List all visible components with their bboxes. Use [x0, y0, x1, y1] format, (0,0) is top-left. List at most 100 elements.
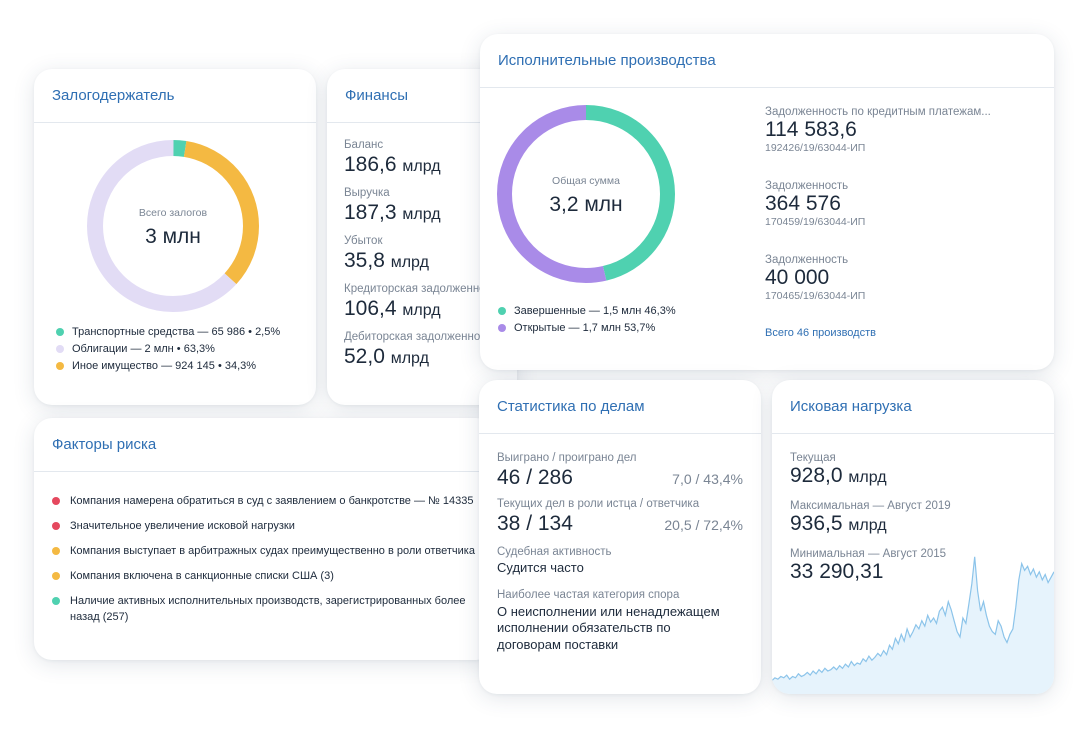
risk-item[interactable]: Компания включена в санкционные списки С…	[52, 568, 492, 584]
role-value: 38 / 134	[497, 512, 573, 535]
role-label: Текущих дел в роли истца / ответчика	[497, 498, 700, 510]
risk-item[interactable]: Значительное увеличение исковой нагрузки	[52, 518, 492, 534]
category-label: Наиболее частая категория спора	[497, 588, 680, 601]
enforcement-item-value: 114 583,6	[765, 118, 857, 141]
enforcement-donut-label: Общая сумма	[552, 175, 620, 187]
pledge-legend-item: Транспортные средства — 65 986 • 2,5%	[56, 323, 280, 340]
legend-dot-icon	[56, 327, 64, 336]
lawsuit-label: Минимальная — Август 2015	[790, 548, 947, 560]
lawsuit-list: Текущая 928,0 млрд Максимальная — Август…	[790, 452, 951, 596]
lawsuit-value: 928,0	[790, 464, 843, 487]
stats-card: Статистика по делам Выиграно / проиграно…	[479, 380, 761, 694]
pledge-card: Залогодержатель Всего залогов 3 млн Тран…	[34, 69, 316, 405]
finance-unit: млрд	[402, 206, 441, 223]
legend-dot-icon	[498, 323, 506, 332]
legend-dot-icon	[498, 306, 506, 315]
enforcement-item[interactable]: Задолженность 40 000 170465/19/63044-ИП	[765, 254, 991, 328]
risk-dot-icon	[52, 522, 60, 530]
finance-list: Баланс 186,6 млрд Выручка 187,3 млрд Убы…	[344, 139, 503, 379]
finance-value: 52,0	[344, 345, 385, 368]
finance-unit: млрд	[390, 350, 429, 367]
activity-value: Судится часто	[497, 560, 584, 575]
risk-title: Факторы риска	[34, 418, 494, 472]
pledge-legend: Транспортные средства — 65 986 • 2,5% Об…	[56, 323, 280, 374]
risk-item[interactable]: Компания намерена обратиться в суд с зая…	[52, 493, 492, 509]
stats-body: Выиграно / проиграно дел 46 / 286 7,0 / …	[497, 452, 743, 653]
enforcement-legend: Завершенные — 1,5 млн 46,3% Открытые — 1…	[498, 302, 676, 336]
lawsuit-label: Текущая	[790, 452, 836, 464]
enforcement-list: Задолженность по кредитным платежам... 1…	[765, 106, 991, 339]
enforcement-donut-chart	[497, 105, 675, 283]
enforcement-item[interactable]: Задолженность 364 576 170459/19/63044-ИП	[765, 180, 991, 254]
finance-item: Баланс 186,6 млрд	[344, 139, 503, 187]
finance-label: Убыток	[344, 235, 383, 247]
pledge-donut-value: 3 млн	[145, 225, 201, 248]
lawsuit-line	[772, 556, 1054, 682]
enforcement-item-value: 364 576	[765, 192, 841, 215]
lawsuit-unit: млрд	[848, 517, 887, 534]
finance-value: 186,6	[344, 153, 397, 176]
won-extra: 7,0 / 43,4%	[672, 471, 743, 487]
risk-dot-icon	[52, 597, 60, 605]
risk-item[interactable]: Компания выступает в арбитражных судах п…	[52, 543, 492, 559]
enforcement-item-id: 170459/19/63044-ИП	[765, 216, 866, 228]
enforcement-item-id: 170465/19/63044-ИП	[765, 290, 866, 302]
enforcement-title: Исполнительные производства	[480, 34, 1054, 88]
lawsuit-area	[772, 556, 1054, 694]
risk-dot-icon	[52, 497, 60, 505]
pledge-legend-item: Облигации — 2 млн • 63,3%	[56, 340, 280, 357]
pledge-legend-item: Иное имущество — 924 145 • 34,3%	[56, 357, 280, 374]
enforcement-donut-center: Общая сумма 3,2 млн	[497, 175, 675, 217]
lawsuit-label: Максимальная — Август 2019	[790, 500, 951, 512]
risk-card: Факторы риска Компания намерена обратить…	[34, 418, 494, 660]
risk-list: Компания намерена обратиться в суд с зая…	[52, 493, 492, 634]
pledge-donut-chart	[87, 140, 259, 312]
lawsuit-card: Исковая нагрузка Текущая 928,0 млрд Макс…	[772, 380, 1054, 694]
pledge-donut-center: Всего залогов 3 млн	[87, 207, 259, 249]
finance-value: 35,8	[344, 249, 385, 272]
legend-dot-icon	[56, 344, 64, 353]
lawsuit-item: Максимальная — Август 2019 936,5 млрд	[790, 500, 951, 548]
donut-segment	[87, 140, 259, 312]
finance-item: Дебиторская задолженность 52,0 млрд	[344, 331, 503, 379]
pledge-donut-label: Всего залогов	[138, 207, 208, 219]
finance-item: Убыток 35,8 млрд	[344, 235, 503, 283]
lawsuit-unit: млрд	[848, 469, 887, 486]
lawsuit-value: 936,5	[790, 512, 843, 535]
enforcement-donut-value: 3,2 млн	[549, 193, 623, 216]
won-label: Выиграно / проиграно дел	[497, 452, 637, 464]
all-enforcements-link[interactable]: Всего 46 производств	[765, 327, 876, 339]
pledge-title: Залогодержатель	[34, 69, 316, 123]
enforcement-legend-item: Завершенные — 1,5 млн 46,3%	[498, 302, 676, 319]
finance-title: Финансы	[327, 69, 517, 123]
enforcement-item-id: 192426/19/63044-ИП	[765, 142, 866, 154]
enforcement-item-label: Задолженность	[765, 254, 849, 266]
risk-item[interactable]: Наличие активных исполнительных производ…	[52, 593, 492, 625]
finance-item: Выручка 187,3 млрд	[344, 187, 503, 235]
category-value: О неисполнении или ненадлежащем исполнен…	[497, 603, 720, 652]
enforcement-item-value: 40 000	[765, 266, 830, 289]
lawsuit-title: Исковая нагрузка	[772, 380, 1054, 434]
enforcement-card: Исполнительные производства Общая сумма …	[480, 34, 1054, 370]
finance-label: Дебиторская задолженность	[344, 331, 498, 343]
enforcement-item[interactable]: Задолженность по кредитным платежам... 1…	[765, 106, 991, 180]
stats-title: Статистика по делам	[479, 380, 761, 434]
finance-unit: млрд	[402, 158, 441, 175]
finance-label: Баланс	[344, 139, 384, 151]
enforcement-item-label: Задолженность по кредитным платежам...	[765, 106, 991, 118]
activity-label: Судебная активность	[497, 546, 612, 558]
finance-unit: млрд	[390, 254, 429, 271]
risk-dot-icon	[52, 547, 60, 555]
enforcement-item-label: Задолженность	[765, 180, 849, 192]
role-extra: 20,5 / 72,4%	[664, 517, 743, 533]
finance-item: Кредиторская задолженность 106,4 млрд	[344, 283, 503, 331]
finance-label: Кредиторская задолженность	[344, 283, 503, 295]
lawsuit-item: Минимальная — Август 2015 33 290,31	[790, 548, 951, 596]
enforcement-legend-item: Открытые — 1,7 млн 53,7%	[498, 319, 676, 336]
finance-value: 106,4	[344, 297, 397, 320]
risk-dot-icon	[52, 572, 60, 580]
finance-value: 187,3	[344, 201, 397, 224]
finance-label: Выручка	[344, 187, 390, 199]
lawsuit-item: Текущая 928,0 млрд	[790, 452, 951, 500]
finance-unit: млрд	[402, 302, 441, 319]
